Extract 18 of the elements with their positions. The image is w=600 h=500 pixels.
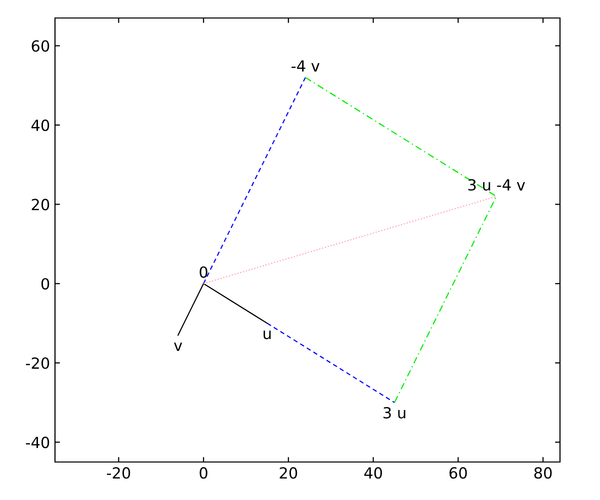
y-tick-label: 40	[31, 120, 50, 132]
annotation: -4 v	[292, 60, 320, 72]
y-tick-label: 20	[32, 198, 50, 210]
x-tick-label: 40	[364, 467, 382, 479]
x-tick-label: 80	[534, 467, 552, 479]
y-tick-label: -40	[26, 436, 50, 448]
annotation: 3 u	[384, 406, 406, 419]
y-tick-label: 0	[41, 278, 50, 290]
x-tick-label: 20	[280, 467, 298, 479]
annotation: v	[174, 342, 182, 351]
annotation: u	[264, 330, 271, 340]
x-tick-label: -20	[106, 467, 130, 479]
y-tick-label: 60	[32, 40, 50, 52]
x-tick-label: 0	[200, 467, 208, 479]
x-tick-label: 60	[450, 467, 467, 479]
annotation: 3 u -4 v	[468, 179, 526, 191]
y-tick-label: -20	[26, 357, 50, 369]
annotation: 0	[200, 266, 208, 278]
